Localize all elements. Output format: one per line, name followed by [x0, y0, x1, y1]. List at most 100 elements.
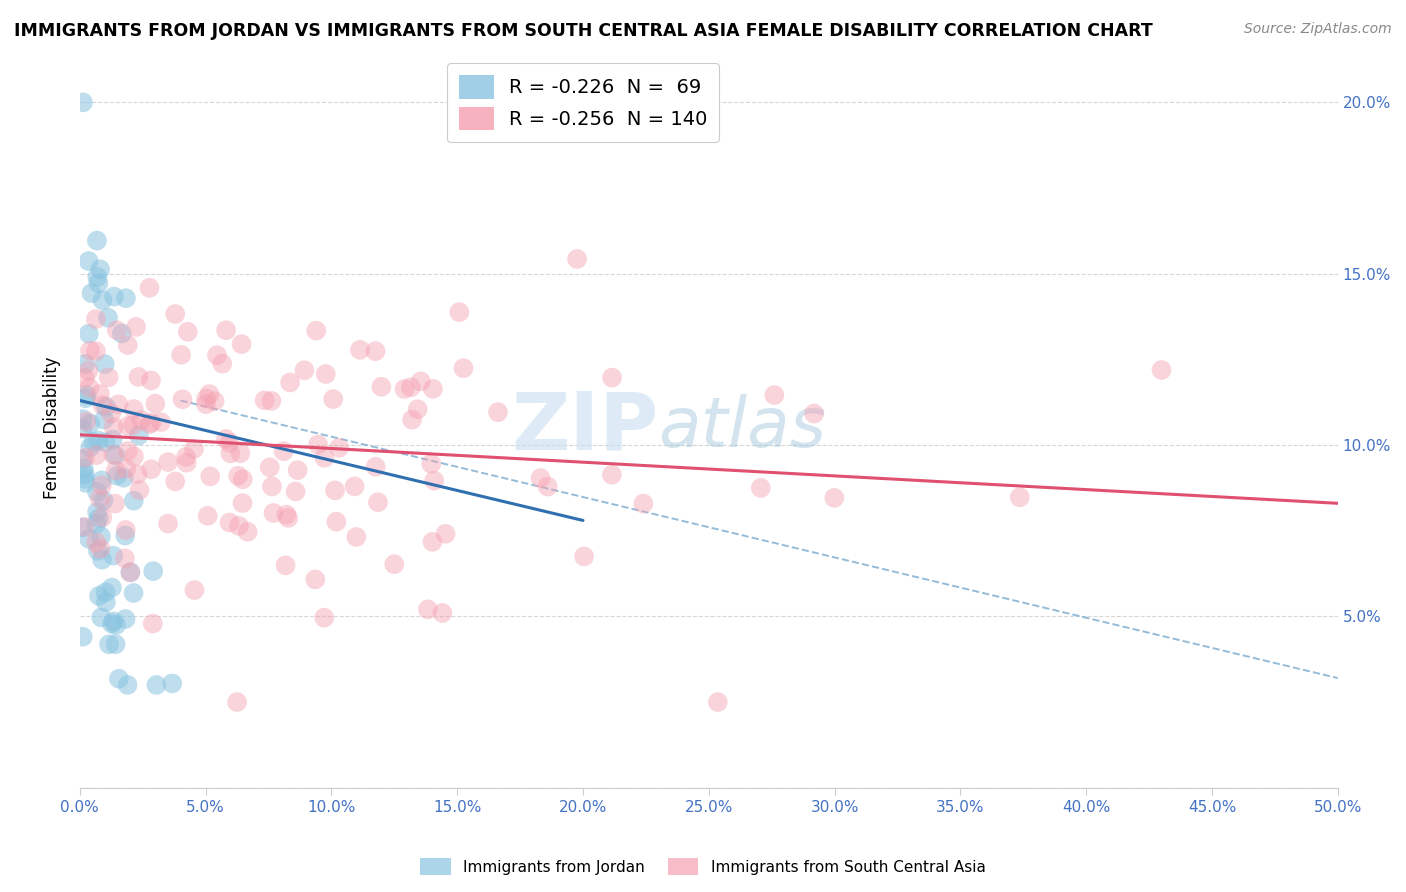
Point [157, 455, 180, 469]
Point [94, 435, 117, 450]
Point [749, 481, 772, 495]
Point [97, 370, 120, 384]
Point [273, 444, 295, 458]
Point [72, 412, 94, 426]
Point [90, 478, 112, 492]
Point [141, 462, 163, 476]
Point [157, 516, 180, 531]
Point [409, 374, 432, 388]
Point [423, 474, 446, 488]
Point [195, 392, 218, 406]
Point [122, 450, 145, 464]
Point [231, 496, 253, 510]
Point [117, 338, 139, 352]
Point [287, 463, 309, 477]
Point [117, 444, 139, 458]
Point [101, 581, 124, 595]
Point [100, 407, 122, 421]
Point [76, 388, 98, 402]
Point [572, 549, 595, 564]
Point [176, 456, 198, 470]
Point [143, 396, 166, 410]
Point [364, 459, 387, 474]
Point [218, 435, 240, 450]
Point [125, 320, 148, 334]
Point [127, 467, 149, 482]
Point [219, 446, 242, 460]
Point [86, 234, 108, 248]
Point [94, 595, 117, 609]
Point [276, 508, 298, 522]
Point [449, 305, 471, 319]
Point [115, 461, 138, 475]
Point [105, 468, 128, 483]
Point [75, 415, 97, 429]
Point [112, 471, 135, 485]
Point [79, 417, 101, 431]
Point [565, 252, 588, 266]
Point [305, 324, 328, 338]
Y-axis label: Female Disability: Female Disability [44, 357, 60, 500]
Point [1008, 490, 1031, 504]
Point [73, 461, 96, 475]
Point [394, 382, 416, 396]
Point [122, 493, 145, 508]
Point [115, 291, 138, 305]
Point [145, 678, 167, 692]
Point [260, 479, 283, 493]
Point [367, 495, 389, 509]
Point [399, 380, 422, 394]
Point [114, 551, 136, 566]
Point [117, 419, 139, 434]
Point [86, 448, 108, 462]
Point [93, 357, 115, 371]
Point [86, 270, 108, 285]
Point [162, 676, 184, 690]
Point [229, 446, 252, 460]
Point [323, 483, 346, 498]
Point [278, 376, 301, 390]
Point [172, 392, 194, 407]
Point [97, 310, 120, 325]
Point [349, 343, 371, 357]
Point [103, 420, 125, 434]
Point [91, 510, 114, 524]
Point [107, 397, 129, 411]
Point [114, 612, 136, 626]
Text: atlas: atlas [658, 394, 827, 461]
Point [72, 520, 94, 534]
Point [422, 382, 444, 396]
Point [277, 511, 299, 525]
Point [226, 468, 249, 483]
Point [204, 394, 226, 409]
Point [304, 573, 326, 587]
Text: ZIP: ZIP [512, 389, 658, 467]
Point [215, 432, 238, 446]
Point [165, 307, 187, 321]
Point [120, 565, 142, 579]
Point [91, 293, 114, 307]
Point [117, 678, 139, 692]
Point [75, 357, 97, 371]
Point [90, 610, 112, 624]
Point [284, 484, 307, 499]
Point [103, 448, 125, 462]
Point [434, 526, 457, 541]
Point [72, 95, 94, 110]
Point [122, 586, 145, 600]
Point [198, 469, 221, 483]
Point [194, 397, 217, 411]
Point [103, 615, 125, 629]
Point [80, 286, 103, 301]
Point [416, 602, 439, 616]
Point [633, 497, 655, 511]
Point [292, 363, 315, 377]
Point [87, 277, 110, 291]
Point [1150, 363, 1173, 377]
Point [177, 325, 200, 339]
Point [307, 437, 329, 451]
Point [86, 505, 108, 519]
Point [114, 523, 136, 537]
Point [228, 519, 250, 533]
Point [486, 405, 509, 419]
